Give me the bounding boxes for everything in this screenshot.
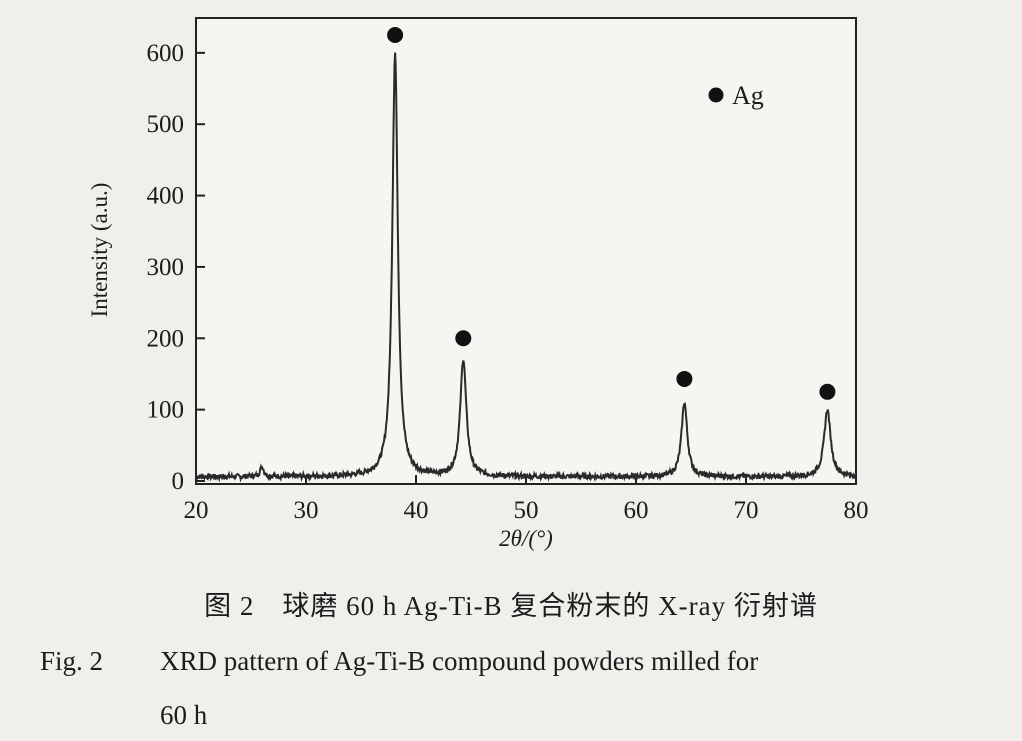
legend: Ag [708, 81, 764, 110]
y-axis-title: Intensity (a.u.) [87, 183, 112, 318]
x-axis-title: 2θ/(°) [499, 526, 553, 551]
y-tick-label: 100 [147, 397, 185, 424]
ag-peak-marker-icon [676, 370, 693, 387]
x-tick-label: 40 [404, 497, 429, 524]
xrd-chart: 0 100 200 300 400 500 600 20 30 40 50 60 70 80 Ag In… [87, 17, 869, 551]
caption-en-text-line1: XRD pattern of Ag-Ti-B compound powders … [160, 646, 759, 676]
y-tick-label: 400 [147, 183, 185, 210]
caption-cn-fig-number: 图 2 [204, 591, 255, 621]
peak-markers [387, 27, 836, 400]
plot-frame [195, 17, 857, 485]
caption-en-fig-number: Fig. 2 [40, 646, 104, 676]
ag-peak-marker-icon [387, 27, 404, 43]
caption-en-text-line2: 60 h [160, 700, 208, 730]
y-tick-label: 200 [147, 325, 185, 352]
x-tick-label: 60 [624, 497, 649, 524]
y-tick-label: 600 [147, 40, 185, 67]
x-tick-label: 20 [184, 497, 209, 524]
y-axis: 0 100 200 300 400 500 600 [147, 40, 205, 495]
y-tick-label: 300 [147, 254, 185, 281]
caption-cn-text: 球磨 60 h Ag-Ti-B 复合粉末的 X-ray 衍射谱 [282, 591, 818, 621]
x-tick-label: 50 [514, 497, 539, 524]
caption-english: Fig. 2 XRD pattern of Ag-Ti-B compound po… [40, 646, 990, 677]
x-axis: 20 30 40 50 60 70 80 [184, 475, 869, 524]
y-tick-label: 500 [147, 111, 185, 138]
ag-peak-marker-icon [455, 330, 472, 347]
legend-marker-icon [708, 87, 724, 103]
xrd-series-line [195, 52, 857, 483]
caption-english-line2: 60 h [160, 700, 560, 731]
ag-peak-marker-icon [819, 383, 836, 400]
legend-label: Ag [732, 81, 764, 110]
x-tick-label: 30 [294, 497, 319, 524]
caption-chinese: 图 2 球磨 60 h Ag-Ti-B 复合粉末的 X-ray 衍射谱 [0, 584, 1022, 623]
x-tick-label: 80 [844, 497, 869, 524]
x-tick-label: 70 [734, 497, 759, 524]
y-tick-label: 0 [172, 468, 185, 495]
